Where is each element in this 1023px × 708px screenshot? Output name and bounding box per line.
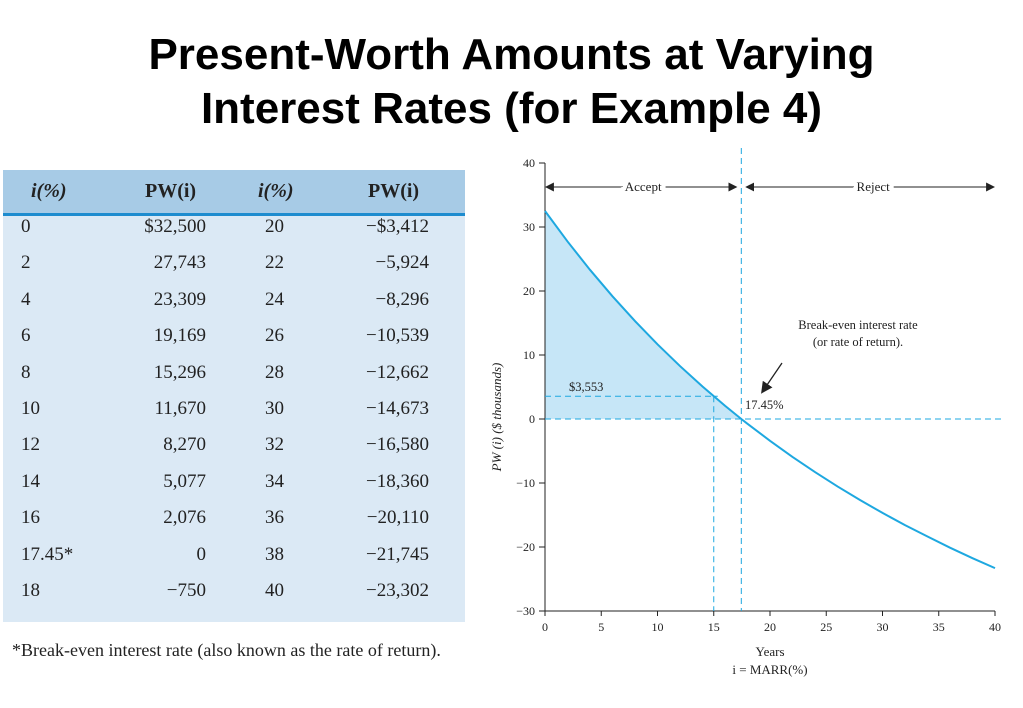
table-cell: 8	[21, 361, 31, 383]
x-axis-label-line-2: i = MARR(%)	[732, 662, 807, 677]
y-tick-label: 40	[523, 156, 535, 170]
header-rate-2: i(%)	[258, 180, 294, 202]
x-tick-label: 15	[708, 620, 720, 634]
y-axis-label: PW (i) ($ thousands)	[489, 363, 504, 473]
table-cell: −18,360	[366, 470, 429, 492]
header-pw-2: PW(i)	[368, 180, 420, 202]
table-cell: −14,673	[366, 398, 429, 419]
table-cell: 4	[21, 288, 31, 310]
table-cell: 8,270	[163, 434, 206, 456]
table-cell: −750	[166, 580, 206, 601]
x-tick-label: 35	[933, 620, 945, 634]
table-cell: −$3,412	[366, 216, 429, 237]
table-cell: 22	[265, 252, 284, 274]
x-tick-label: 10	[652, 620, 664, 634]
breakeven-annotation-line-1: Break-even interest rate	[798, 318, 918, 332]
present-worth-table: i(%) PW(i) i(%) PW(i) 0 $32,500 20 −$3,412 2…	[3, 170, 465, 622]
table-cell: 20	[265, 216, 284, 237]
table-cell: 6	[21, 325, 31, 347]
marker-value-label: $3,553	[569, 380, 603, 394]
table-footnote: *Break-even interest rate (also known as…	[12, 640, 441, 660]
table-cell: 27,743	[153, 252, 206, 274]
y-tick-label: −20	[516, 540, 535, 554]
table-cell: 5,077	[163, 470, 206, 492]
table-cell: 14	[21, 470, 40, 492]
header-pw-1: PW(i)	[145, 180, 197, 202]
table-cell: 12	[21, 434, 40, 456]
table-cell: −20,110	[366, 507, 429, 529]
table-cell: 28	[265, 361, 284, 383]
y-tick-label: 30	[523, 220, 535, 234]
table-cell: 0	[21, 216, 31, 237]
table-cell: 26	[265, 325, 284, 347]
breakeven-value-label: 17.45%	[745, 398, 784, 412]
table-cell: 15,296	[153, 361, 206, 383]
table-cell: −8,296	[375, 288, 429, 310]
x-tick-label: 0	[542, 620, 548, 634]
slide-title: Present-Worth Amounts at Varying Interes…	[0, 28, 1023, 136]
x-tick-label: 30	[877, 620, 889, 634]
x-tick-label: 20	[764, 620, 776, 634]
y-tick-label: 10	[523, 348, 535, 362]
accept-label: Accept	[625, 179, 662, 194]
header-rate-1: i(%)	[31, 180, 67, 202]
table-cell: 24	[265, 288, 284, 310]
reject-label: Reject	[857, 179, 891, 194]
table-cell: 2	[21, 252, 31, 274]
table-cell: 23,309	[153, 288, 206, 310]
table-cell: $32,500	[144, 216, 206, 237]
x-axis-label-line-1: Years	[755, 644, 784, 659]
table-cell: −12,662	[366, 361, 429, 383]
y-tick-label: 0	[529, 412, 535, 426]
table-cell: 32	[265, 434, 284, 456]
breakeven-annotation-line-2: (or rate of return).	[813, 335, 903, 349]
table-cell: −23,302	[366, 580, 429, 601]
table-cell: −5,924	[375, 252, 429, 274]
accept-region	[545, 211, 742, 419]
table-cell: −16,580	[366, 434, 429, 456]
present-worth-chart: −30 −20 −10 0 10 20 30 40 0 5 10 15 20 25 30 35 40 Accept…	[489, 148, 1005, 677]
table-cell: 10	[21, 398, 40, 419]
table-cell: 19,169	[153, 325, 206, 347]
table-cell: 40	[265, 580, 284, 601]
table-cell: 30	[265, 398, 284, 419]
table-cell: 0	[196, 543, 207, 565]
table-cell: 38	[265, 543, 284, 565]
table-cell: 36	[265, 507, 284, 529]
pw-curve	[544, 210, 996, 570]
x-tick-label: 25	[820, 620, 832, 634]
x-tick-label: 40	[989, 620, 1001, 634]
table-cell: −21,745	[366, 543, 429, 565]
table-header: i(%) PW(i) i(%) PW(i)	[3, 170, 465, 216]
x-tick-label: 5	[598, 620, 604, 634]
table-cell: 2,076	[163, 507, 206, 529]
slide-title-line-2: Interest Rates (for Example 4)	[200, 84, 823, 133]
breakeven-pointer-arrow	[761, 362, 783, 394]
table-cell: 17.45*	[21, 543, 74, 565]
table-cell: 16	[21, 507, 40, 529]
table-cell: 18	[21, 580, 40, 601]
y-tick-label: −10	[516, 476, 535, 490]
table-cell: 34	[265, 470, 284, 492]
slide-title-line-1: Present-Worth Amounts at Varying	[148, 30, 875, 79]
table-cell: 11,670	[154, 398, 206, 419]
y-tick-label: 20	[523, 284, 535, 298]
y-tick-label: −30	[516, 604, 535, 618]
table-cell: −10,539	[366, 325, 429, 347]
